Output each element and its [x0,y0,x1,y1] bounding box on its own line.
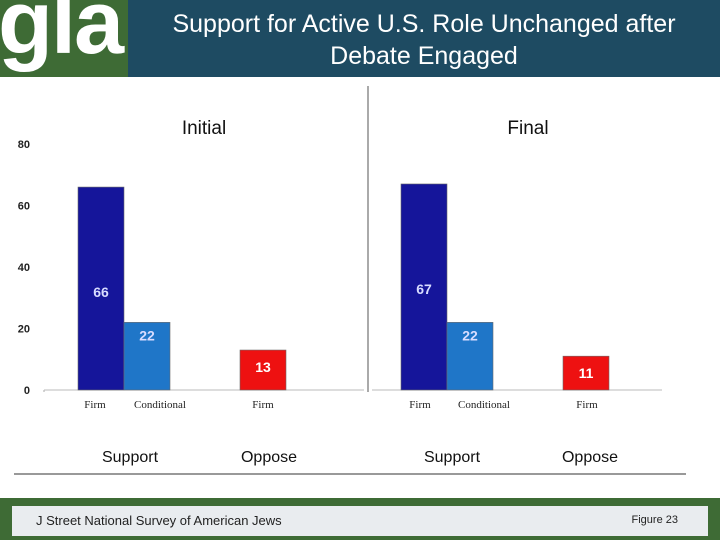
category-label: Firm [409,399,431,411]
data-label: 67 [416,281,432,297]
bar-firm-oppose [239,349,287,391]
title-line-1: Support for Active U.S. Role Unchanged a… [172,10,676,38]
footer-panel: J Street National Survey of American Jew… [12,506,708,536]
bar-firm-support [400,183,448,391]
slide-title: Support for Active U.S. Role Unchanged a… [132,8,716,72]
data-label: 22 [462,327,478,343]
y-tick-label: 40 [18,262,30,274]
group-label: Oppose [241,449,297,466]
figure-number: Figure 23 [631,514,678,526]
group-label: Support [424,449,481,466]
y-tick-label: 80 [18,139,30,151]
logo: gla [0,0,128,77]
group-label: Support [102,449,159,466]
bar-chart: 0 20 40 60 80 Initial 66 Firm 22 Conditional 13 Fir… [14,86,686,475]
source-text: J Street National Survey of American Jew… [36,513,282,528]
footer-bar: J Street National Survey of American Jew… [0,498,720,540]
category-label: Conditional [458,399,510,411]
bar-firm-support [77,186,125,391]
data-label: 11 [579,365,594,381]
data-label: 22 [139,327,155,343]
category-label: Conditional [134,399,186,411]
group-label: Oppose [562,449,618,466]
bar-conditional-support [123,322,171,391]
category-label: Firm [84,399,106,411]
y-tick-label: 20 [18,324,30,336]
panel-title: Initial [182,118,226,139]
logo-text: gla [0,0,124,73]
y-tick-label: 0 [24,385,30,397]
category-label: Firm [576,399,598,411]
data-label: 66 [93,284,109,300]
panel-title: Final [507,118,548,139]
title-line-2: Debate Engaged [330,42,518,70]
header-bar: gla Support for Active U.S. Role Unchang… [0,0,720,77]
category-label: Firm [252,399,274,411]
bar-conditional-support [446,322,494,391]
bar-firm-oppose [562,355,610,391]
data-label: 13 [255,359,271,375]
y-tick-label: 60 [18,201,30,213]
